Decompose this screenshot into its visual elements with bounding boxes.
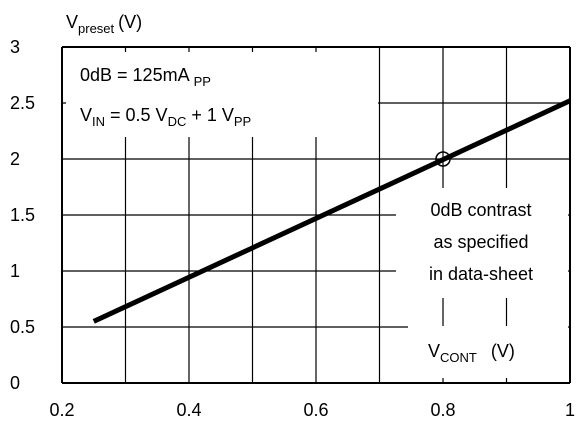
tick-labels: 0 0.5 1 1.5 2 2.5 3 0.2 0.4 0.6 0.8 1	[10, 37, 575, 420]
annotation-note3: in data-sheet	[429, 264, 533, 284]
annotation-line2: VIN = 0.5 VDC + 1 VPP	[80, 105, 251, 129]
annotation-note1: 0dB contrast	[430, 200, 531, 220]
annotation-note2: as specified	[433, 232, 528, 252]
y-tick-label: 2	[10, 149, 20, 169]
y-tick-label: 0.5	[10, 317, 35, 337]
data-point-marker	[435, 151, 451, 167]
y-tick-label: 0	[10, 373, 20, 393]
y-axis-title: Vpreset (V)	[66, 12, 142, 36]
x-tick-label: 0.6	[303, 400, 328, 420]
y-tick-label: 1.5	[10, 205, 35, 225]
x-tick-label: 0.2	[49, 400, 74, 420]
annotation-box-right	[396, 188, 568, 298]
annotation-line1: 0dB = 125mA PP	[80, 65, 211, 89]
axis-label-box	[408, 326, 568, 378]
x-axis-title: VCONT (V)	[428, 341, 515, 365]
x-tick-label: 1	[565, 400, 575, 420]
y-tick-label: 2.5	[10, 93, 35, 113]
x-tick-label: 0.8	[430, 400, 455, 420]
series	[92, 98, 572, 324]
y-tick-label: 3	[10, 37, 20, 57]
series-line	[92, 98, 572, 324]
y-tick-label: 1	[10, 261, 20, 281]
annotation-box-top	[66, 52, 378, 137]
x-tick-label: 0.4	[176, 400, 201, 420]
